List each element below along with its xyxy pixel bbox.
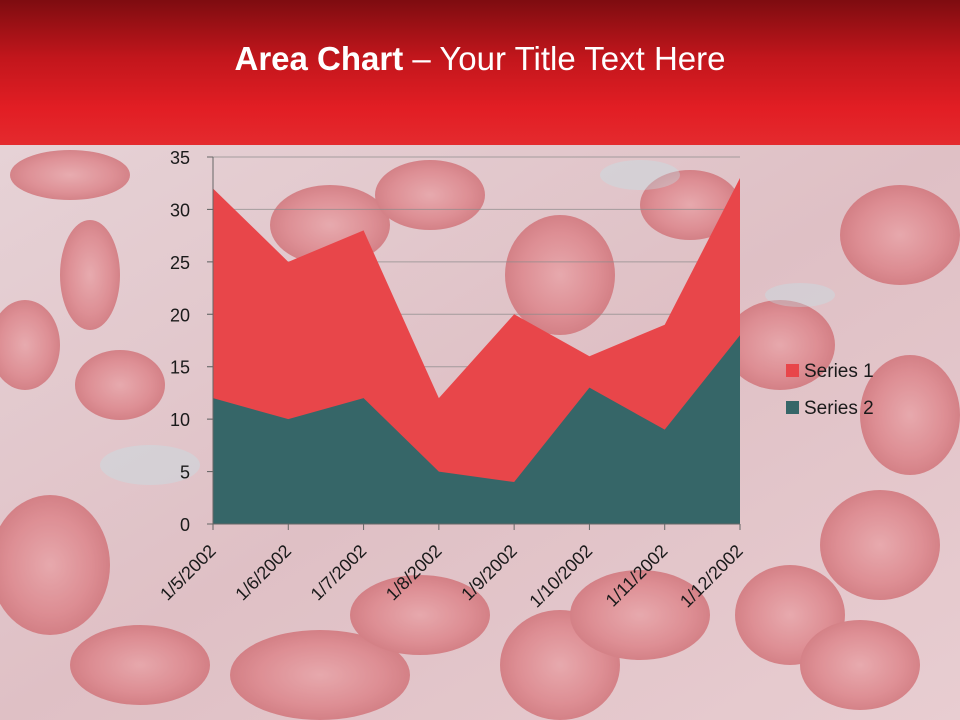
y-tick-label: 35 (170, 148, 190, 168)
legend-swatch-series-1 (786, 364, 799, 377)
x-tick-label: 1/10/2002 (525, 541, 596, 612)
x-tick-label: 1/7/2002 (307, 541, 371, 605)
slide-title: Area Chart – Your Title Text Here (0, 40, 960, 78)
legend-swatch-series-2 (786, 401, 799, 414)
legend-label-series-1: Series 1 (804, 361, 874, 382)
y-tick-label: 25 (170, 253, 190, 273)
legend: Series 1 Series 2 (786, 361, 874, 419)
title-bar: Area Chart – Your Title Text Here (0, 0, 960, 145)
y-tick-label: 5 (180, 463, 190, 483)
slide-title-rest: – Your Title Text Here (403, 40, 726, 77)
blood-cell-background (0, 145, 960, 720)
x-tick-label: 1/5/2002 (156, 541, 220, 605)
x-tick-label: 1/8/2002 (382, 541, 446, 605)
x-tick-label: 1/12/2002 (676, 541, 747, 612)
x-tick-label: 1/6/2002 (231, 541, 295, 605)
plot-areas (213, 177, 740, 524)
y-tick-label: 0 (180, 515, 190, 535)
legend-label-series-2: Series 2 (804, 398, 874, 419)
x-tick-label: 1/11/2002 (602, 541, 672, 611)
y-tick-label: 20 (170, 305, 190, 325)
area-series-2 (213, 335, 740, 524)
slide-title-bold: Area Chart (234, 40, 404, 77)
y-tick-label: 30 (170, 200, 190, 220)
y-tick-label: 10 (170, 410, 190, 430)
x-tick-label: 1/9/2002 (457, 541, 521, 605)
y-tick-label: 15 (170, 358, 190, 378)
